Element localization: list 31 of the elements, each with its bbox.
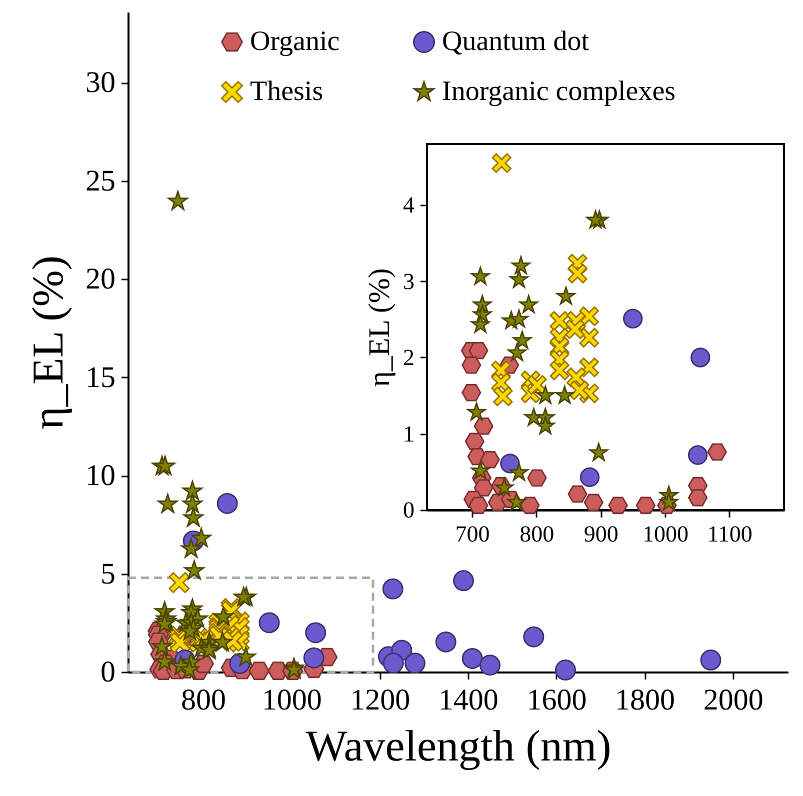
y-tick-label: 15 — [86, 360, 116, 394]
x-axis-title: Wavelength (nm) — [306, 722, 612, 770]
legend-label: Inorganic complexes — [442, 76, 676, 107]
x-tick-label: 700 — [455, 522, 490, 546]
y-tick-label: 0 — [100, 656, 116, 688]
y-tick-label: 10 — [86, 459, 116, 492]
x-tick-label: 1600 — [526, 684, 587, 716]
x-tick-label: 900 — [584, 522, 618, 546]
legend-label: Thesis — [250, 76, 324, 107]
legend-label: Organic — [250, 26, 340, 57]
x-tick-label: 1200 — [350, 684, 410, 716]
y-tick-label: 4 — [403, 192, 415, 218]
y-tick-label: 2 — [403, 345, 414, 370]
x-tick-label: 800 — [181, 684, 226, 716]
x-tick-label: 1800 — [615, 684, 676, 716]
x-tick-label: 1000 — [642, 522, 688, 546]
x-tick-label: 1100 — [707, 522, 752, 546]
y-axis-title: η_EL (%) — [24, 255, 72, 430]
y-tick-label: 0 — [403, 498, 414, 522]
y-tick-label: 25 — [86, 164, 116, 198]
y-tick-label: 1 — [403, 421, 414, 446]
y-tick-label: 20 — [86, 262, 116, 296]
x-tick-label: 1400 — [438, 684, 498, 716]
legend-label: Quantum dot — [442, 26, 590, 57]
y-axis-title: η_EL (%) — [363, 268, 396, 387]
y-tick-label: 5 — [100, 557, 116, 590]
y-tick-label: 30 — [86, 66, 116, 100]
x-tick-label: 2000 — [703, 684, 764, 716]
y-tick-label: 3 — [403, 268, 414, 294]
x-tick-label: 1000 — [262, 684, 322, 716]
x-tick-label: 800 — [520, 522, 554, 546]
